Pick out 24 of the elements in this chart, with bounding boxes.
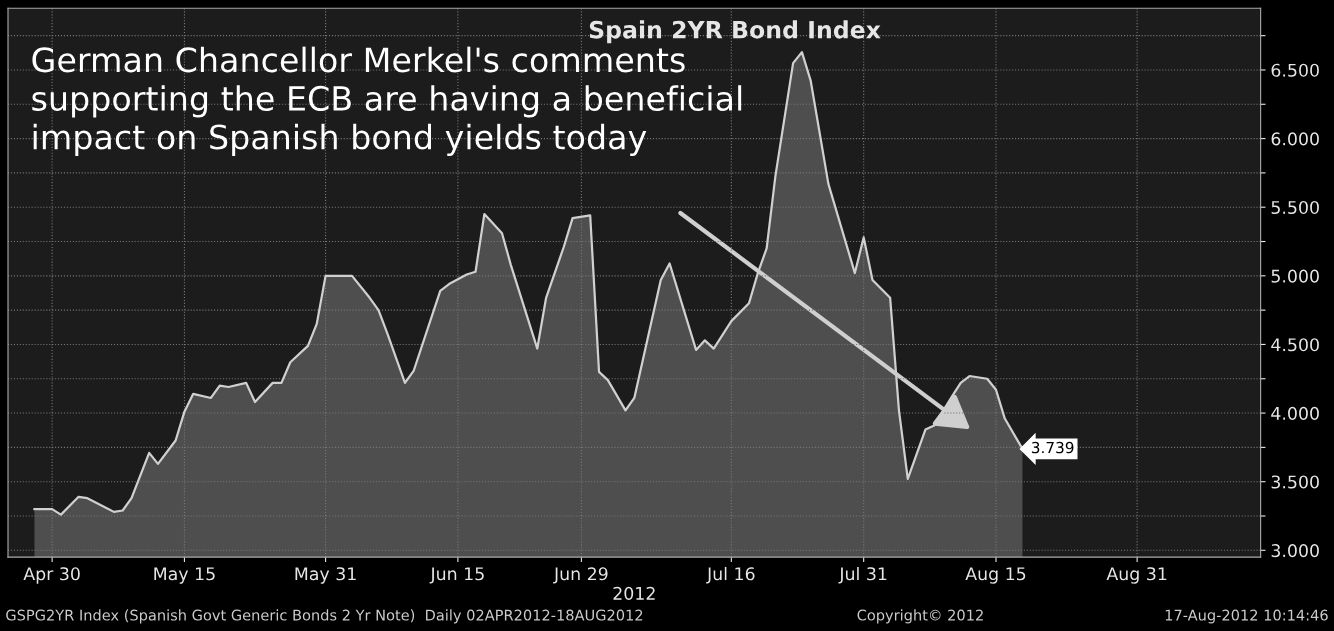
y-tick-label: 5.000 — [1271, 269, 1319, 283]
annotation: German Chancellor Merkel's comments supporting the ECB are having a beneficial impact on Spanish bond yields today — [32, 46, 742, 157]
text: 17-Aug-2012 10:14:46 — [1165, 609, 1328, 624]
x-tick-label: Jun 15 — [429, 567, 484, 584]
y-tick-label: 6.500 — [1271, 63, 1319, 77]
y-tick-label: 6.000 — [1271, 132, 1319, 146]
x-tick-label: Apr 30 — [23, 567, 80, 584]
chart-title: Spain 2YR Bond Index — [589, 20, 881, 44]
x-tick-label: Jul 31 — [838, 566, 887, 584]
y-tick-label: 3.500 — [1271, 475, 1319, 489]
data-label: 3.739 — [1031, 441, 1074, 454]
y-tick-label: 3.000 — [1271, 544, 1319, 558]
x-tick-label: May 15 — [154, 567, 215, 584]
x-tick-label: Aug 15 — [965, 567, 1026, 584]
x-tick-label: May 31 — [295, 567, 356, 584]
text: GSPG2YR Index (Spanish Govt Generic Bonds 2 Yr Note) Daily 02APR2012-18AUG2012 — [6, 609, 643, 624]
y-tick-label: 5.500 — [1271, 200, 1319, 215]
x-axis-title: 2012 — [613, 586, 655, 600]
y-tick-label: 4.000 — [1271, 406, 1319, 420]
x-tick-label: Jul 16 — [706, 566, 755, 584]
x-tick-label: Aug 31 — [1106, 567, 1167, 584]
text: Copyright© 2012 — [857, 609, 983, 624]
y-tick-label: 4.500 — [1271, 338, 1319, 352]
x-tick-label: Jun 29 — [553, 567, 608, 584]
